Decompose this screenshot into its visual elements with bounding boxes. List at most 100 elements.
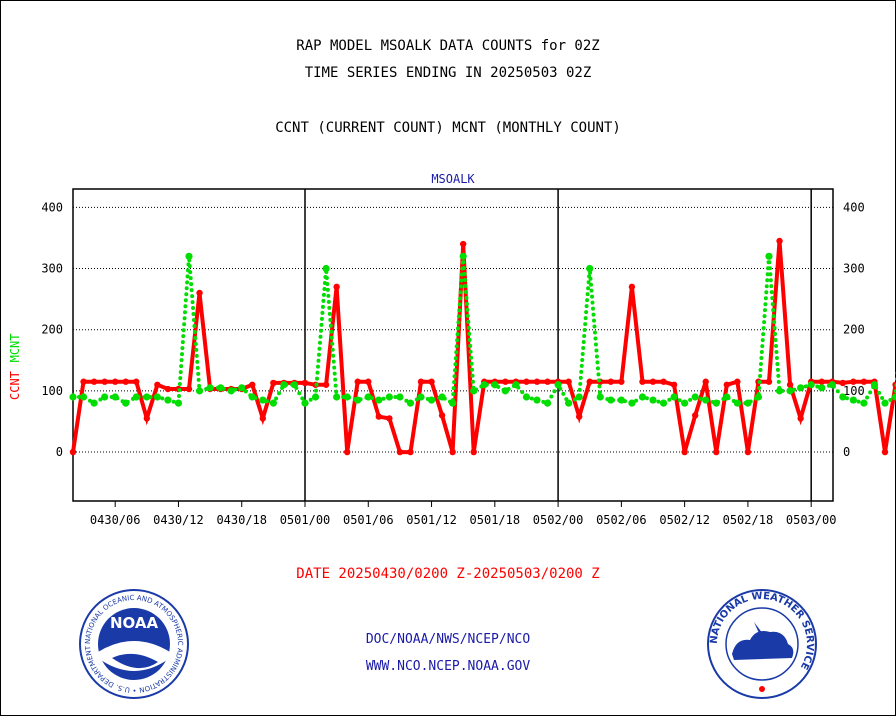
data-point-mcnt xyxy=(733,399,741,407)
data-point-mcnt xyxy=(565,399,573,407)
data-point-mcnt xyxy=(195,387,204,395)
x-tick-label: 0502/00 xyxy=(533,513,584,527)
data-point-mcnt xyxy=(259,396,267,404)
data-point-mcnt xyxy=(797,384,805,392)
x-tick-label: 0502/06 xyxy=(596,513,647,527)
data-point-mcnt xyxy=(101,393,109,401)
data-point-mcnt xyxy=(554,381,562,389)
data-point-ccnt xyxy=(301,379,309,387)
data-point-ccnt xyxy=(702,378,709,385)
y-tick-label-left: 100 xyxy=(41,384,63,398)
data-point-ccnt xyxy=(438,412,446,419)
data-point-mcnt xyxy=(153,393,161,401)
data-point-mcnt xyxy=(227,387,235,395)
noaa-logo-text: NOAA xyxy=(110,614,159,632)
data-point-mcnt xyxy=(470,387,478,395)
data-point-mcnt xyxy=(670,393,678,401)
header-title-line3: CCNT (CURRENT COUNT) MCNT (MONTHLY COUNT… xyxy=(275,120,621,136)
data-point-mcnt xyxy=(280,381,288,389)
data-point-mcnt xyxy=(691,393,699,401)
x-tick-label: 0502/12 xyxy=(659,513,710,527)
data-point-ccnt xyxy=(69,448,77,456)
data-point-ccnt xyxy=(396,448,404,456)
data-point-ccnt xyxy=(881,448,889,456)
data-point-ccnt xyxy=(544,378,551,385)
data-point-ccnt xyxy=(649,378,657,385)
data-point-ccnt xyxy=(860,378,868,385)
data-point-mcnt xyxy=(659,399,668,407)
chart-title: MSOALK xyxy=(431,172,475,186)
data-point-ccnt xyxy=(618,378,625,385)
data-point-mcnt xyxy=(322,264,330,273)
org-label: DOC/NOAA/NWS/NCEP/NCO xyxy=(365,632,531,647)
data-point-mcnt xyxy=(881,399,889,407)
data-point-mcnt xyxy=(111,393,119,401)
x-tick-label: 0430/12 xyxy=(153,513,204,527)
data-point-ccnt xyxy=(428,378,435,385)
data-point-mcnt xyxy=(333,393,341,401)
data-point-ccnt xyxy=(154,381,161,388)
data-point-ccnt xyxy=(80,378,87,385)
data-point-mcnt xyxy=(522,393,531,401)
data-point-mcnt xyxy=(449,399,457,407)
data-point-ccnt xyxy=(744,448,752,456)
data-point-mcnt xyxy=(164,396,172,404)
data-point-mcnt xyxy=(754,393,763,401)
nws-logo-icon: NATIONAL WEATHER SERVICE xyxy=(707,589,817,699)
data-point-mcnt xyxy=(132,393,140,401)
data-point-mcnt xyxy=(744,399,752,407)
data-point-ccnt xyxy=(765,378,773,385)
data-point-mcnt xyxy=(839,393,847,401)
data-point-mcnt xyxy=(206,384,214,392)
data-point-mcnt xyxy=(385,393,393,401)
data-point-ccnt xyxy=(660,378,667,385)
x-tick-label: 0501/12 xyxy=(406,513,457,527)
data-point-ccnt xyxy=(565,378,572,385)
data-point-mcnt xyxy=(501,387,509,395)
data-point-mcnt xyxy=(311,393,320,401)
data-point-mcnt xyxy=(491,381,499,389)
data-point-mcnt xyxy=(417,393,425,401)
data-point-mcnt xyxy=(301,399,309,407)
data-point-ccnt xyxy=(818,378,825,385)
data-point-mcnt xyxy=(628,399,636,407)
data-point-mcnt xyxy=(396,393,404,401)
y-tick-label-left: 200 xyxy=(41,323,63,337)
data-point-ccnt xyxy=(343,448,351,456)
data-point-mcnt xyxy=(122,399,130,407)
data-point-ccnt xyxy=(586,378,593,385)
data-point-mcnt xyxy=(775,387,784,395)
data-point-mcnt xyxy=(765,252,773,260)
x-tick-label: 0430/06 xyxy=(90,513,141,527)
data-point-ccnt xyxy=(734,378,741,385)
data-point-ccnt xyxy=(575,413,583,420)
y-tick-label-right: 300 xyxy=(843,262,865,276)
data-point-mcnt xyxy=(870,381,879,389)
data-point-ccnt xyxy=(322,381,330,388)
data-point-ccnt xyxy=(249,381,256,388)
data-point-mcnt xyxy=(575,393,583,401)
data-point-ccnt xyxy=(196,289,203,297)
data-point-ccnt xyxy=(354,378,361,385)
x-tick-label: 0503/00 xyxy=(786,513,837,527)
x-tick-label: 0501/06 xyxy=(343,513,394,527)
data-point-ccnt xyxy=(523,378,530,385)
data-point-ccnt xyxy=(533,378,541,385)
data-point-mcnt xyxy=(702,396,710,404)
series-line-ccnt xyxy=(71,240,896,455)
data-point-ccnt xyxy=(101,378,108,385)
data-point-mcnt xyxy=(238,384,246,392)
data-point-mcnt xyxy=(638,393,647,401)
data-point-mcnt xyxy=(269,399,277,407)
y-tick-label-left: 400 xyxy=(41,200,63,214)
header-title-line2: TIME SERIES ENDING IN 20250503 02Z xyxy=(304,65,592,81)
data-point-ccnt xyxy=(111,378,119,385)
data-point-mcnt xyxy=(459,252,467,260)
data-point-ccnt xyxy=(607,378,615,385)
data-point-mcnt xyxy=(543,399,552,407)
data-point-mcnt xyxy=(712,399,720,407)
data-point-ccnt xyxy=(839,379,847,387)
data-point-mcnt xyxy=(185,252,193,260)
data-point-ccnt xyxy=(628,283,636,291)
data-point-mcnt xyxy=(438,393,446,401)
